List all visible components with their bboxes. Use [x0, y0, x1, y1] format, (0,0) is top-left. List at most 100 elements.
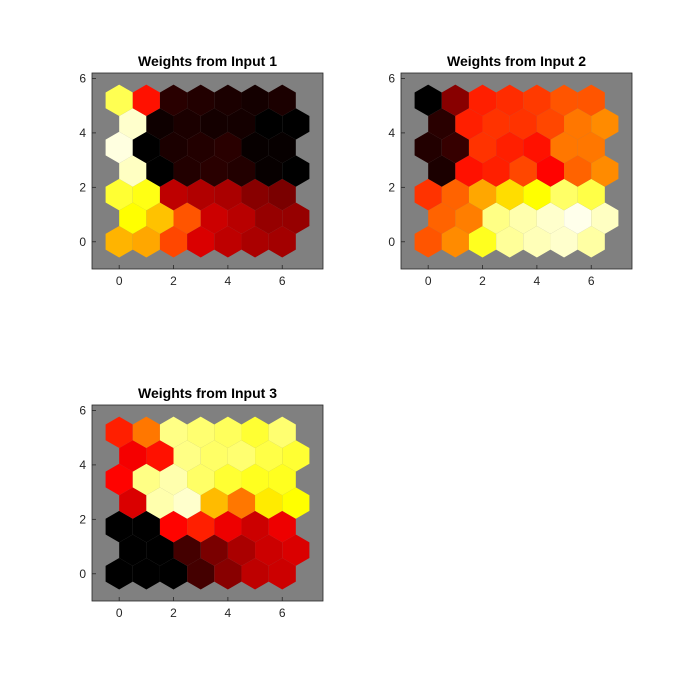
hex-cell: [119, 155, 147, 187]
hex-cell: [441, 178, 469, 211]
hex-cell: [159, 416, 188, 449]
y-tick-label: 4: [79, 126, 86, 140]
hex-cell: [255, 440, 283, 472]
hex-cell: [173, 440, 201, 472]
hex-cell: [496, 178, 524, 211]
y-tick-label: 6: [79, 71, 86, 85]
hex-cell: [268, 131, 296, 164]
hex-cell: [414, 178, 442, 211]
hex-cell: [441, 84, 469, 117]
y-tick-label: 0: [79, 567, 86, 581]
hex-cell: [241, 226, 269, 258]
hex-cell: [227, 155, 256, 187]
hex-cell: [105, 558, 133, 590]
hex-cell: [468, 131, 497, 164]
hex-cell: [132, 226, 160, 258]
axes-frame: [400, 72, 633, 270]
hex-cell: [132, 510, 160, 543]
hex-cell: [146, 155, 174, 187]
hex-cell: [255, 534, 283, 566]
hex-cell: [536, 155, 565, 187]
hex-cell: [268, 510, 296, 543]
x-tick-label: 6: [279, 274, 286, 288]
hex-cell: [255, 108, 283, 140]
hex-cell: [187, 463, 215, 496]
hex-cell: [146, 108, 174, 140]
hex-cell: [159, 84, 188, 117]
hex-cells: [105, 84, 310, 258]
hex-cell: [119, 487, 147, 519]
hex-cell: [591, 108, 619, 140]
hex-cell: [564, 202, 592, 234]
y-tick-label: 6: [79, 403, 86, 417]
x-tick-label: 2: [170, 606, 177, 620]
hex-cell: [455, 155, 483, 187]
hex-cell: [200, 534, 228, 566]
hex-cell: [268, 178, 296, 211]
hex-cell: [509, 202, 537, 234]
hex-cell: [105, 416, 133, 449]
hex-cell: [173, 202, 201, 234]
hex-cell: [241, 178, 269, 211]
y-tick-label: 0: [388, 235, 395, 249]
hex-cell: [255, 155, 283, 187]
weights-plane-input-3: Weights from Input 3 0 2 4 6 0 2 4 6: [79, 385, 324, 620]
hex-cell: [159, 131, 188, 164]
x-tick-label: 4: [534, 274, 541, 288]
hex-cell: [119, 534, 147, 566]
hex-cell: [241, 84, 269, 117]
hex-cell: [282, 440, 310, 472]
hex-cell: [132, 131, 160, 164]
hex-cell: [496, 84, 524, 117]
hex-cell: [105, 84, 133, 117]
hex-cell: [214, 463, 242, 496]
hex-cell: [536, 202, 565, 234]
y-tick-label: 4: [79, 458, 86, 472]
hex-cell: [159, 463, 188, 496]
x-tick-label: 2: [479, 274, 486, 288]
hex-cell: [482, 202, 510, 234]
plot-title: Weights from Input 2: [447, 53, 586, 69]
hex-cell: [428, 155, 456, 187]
hex-cell: [550, 178, 578, 211]
hex-cell: [200, 108, 228, 140]
hex-cell: [187, 131, 215, 164]
hex-cell: [227, 202, 256, 234]
hex-cell: [441, 131, 469, 164]
hex-cell: [146, 534, 174, 566]
hex-cell: [482, 108, 510, 140]
hex-cell: [282, 202, 310, 234]
y-tick-label: 6: [388, 71, 395, 85]
x-tick-label: 6: [588, 274, 595, 288]
hex-cell: [187, 226, 215, 258]
hex-cell: [577, 178, 605, 211]
hex-cell: [523, 131, 551, 164]
hex-cell: [550, 84, 578, 117]
plot-title: Weights from Input 3: [138, 385, 277, 401]
hex-cell: [119, 202, 147, 234]
x-tick-label: 2: [170, 274, 177, 288]
hex-cell: [282, 534, 310, 566]
hex-cell: [159, 510, 188, 543]
hex-cell: [255, 487, 283, 519]
hex-cell: [455, 108, 483, 140]
hex-cell: [200, 155, 228, 187]
hex-cell: [577, 226, 605, 258]
hex-cell: [214, 416, 242, 449]
hex-cell: [187, 510, 215, 543]
x-tick-label: 4: [225, 606, 232, 620]
hex-cell: [577, 84, 605, 117]
hex-cell: [414, 131, 442, 164]
x-tick-label: 4: [225, 274, 232, 288]
hex-cell: [268, 463, 296, 496]
hex-cell: [441, 226, 469, 258]
hex-cell: [119, 108, 147, 140]
x-tick-label: 0: [116, 606, 123, 620]
hex-cell: [550, 226, 578, 258]
hex-cell: [241, 463, 269, 496]
hex-cell: [241, 510, 269, 543]
hex-cell: [227, 487, 256, 519]
hex-cell: [105, 510, 133, 543]
hex-cell: [200, 487, 228, 519]
hex-cell: [187, 558, 215, 590]
